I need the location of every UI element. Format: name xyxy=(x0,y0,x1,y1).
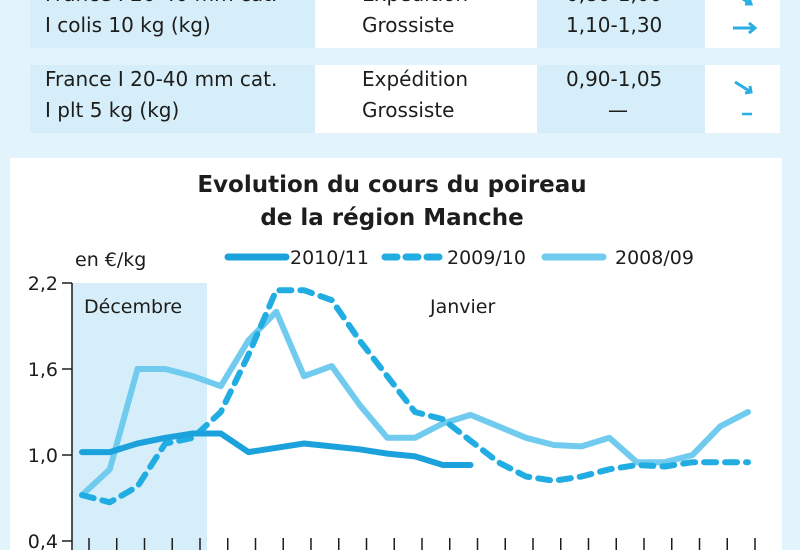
trend-flat xyxy=(733,21,758,35)
y-tick-label: 2,2 xyxy=(28,273,58,295)
legend-label: 2009/10 xyxy=(447,247,526,269)
row-bg xyxy=(30,0,315,48)
row-bg xyxy=(315,0,537,48)
december-band xyxy=(72,283,207,550)
row-bg xyxy=(537,65,705,133)
row-bg xyxy=(30,65,315,133)
product: France I 20-40 mm cat. xyxy=(45,0,277,10)
product: France I 20-40 mm cat. xyxy=(45,67,278,91)
chart-title: Evolution du cours du poireau xyxy=(197,172,586,198)
series-line xyxy=(79,430,474,468)
legend-label: 2008/09 xyxy=(615,247,694,269)
trend-down xyxy=(741,0,754,6)
price: 1,10-1,30 xyxy=(566,13,663,37)
price: — xyxy=(608,98,628,122)
stage: Grossiste xyxy=(362,98,455,122)
annotation: Décembre xyxy=(84,296,182,318)
product: I colis 10 kg (kg) xyxy=(45,13,211,37)
y-axis-label: en €/kg xyxy=(75,249,146,271)
price: 0,80-1,00 xyxy=(566,0,662,10)
trend-icons xyxy=(733,0,758,116)
trend-down xyxy=(734,80,753,95)
row-bg xyxy=(705,65,780,133)
y-tick-label: 1,6 xyxy=(28,359,58,381)
product: I plt 5 kg (kg) xyxy=(45,98,180,122)
row-bg xyxy=(315,65,537,133)
stage: Expédition xyxy=(362,67,469,91)
series-line xyxy=(79,308,751,499)
legend-label: 2010/11 xyxy=(290,247,369,269)
row-bg xyxy=(705,0,780,48)
chart-title: de la région Manche xyxy=(260,205,523,231)
price: 0,90-1,05 xyxy=(566,67,663,91)
y-tick-label: 1,0 xyxy=(28,445,58,467)
stage: Grossiste xyxy=(362,13,455,37)
series-line xyxy=(79,287,751,506)
row-bg xyxy=(537,0,705,48)
y-tick-label: 0,4 xyxy=(28,531,58,550)
annotation: Janvier xyxy=(429,296,496,318)
stage: Expédition xyxy=(362,0,468,10)
